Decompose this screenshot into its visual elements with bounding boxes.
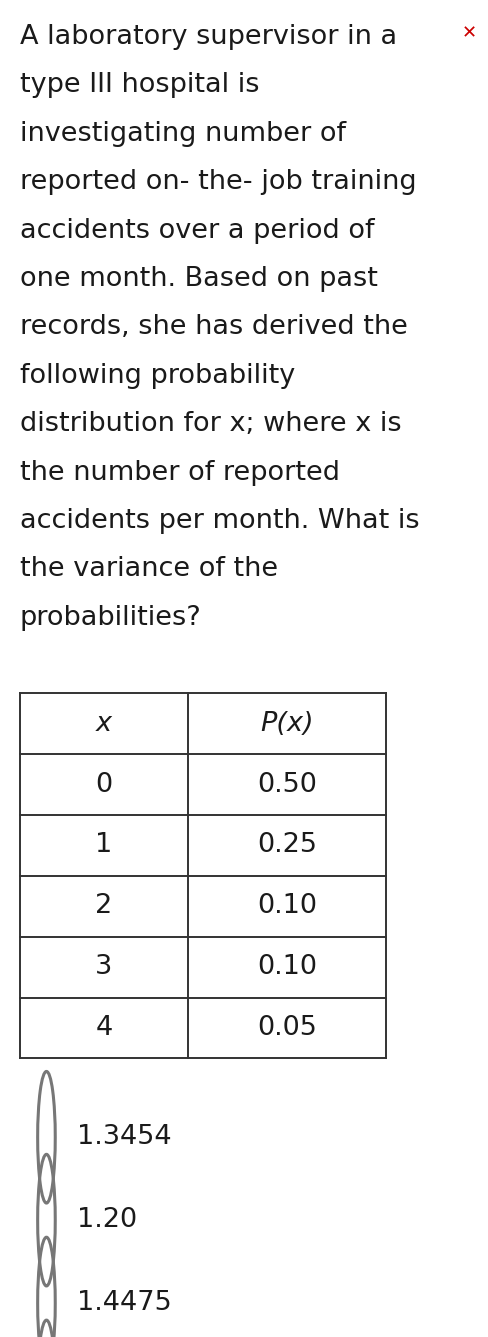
Text: distribution for x; where x is: distribution for x; where x is	[20, 412, 400, 437]
Text: 0.50: 0.50	[257, 771, 317, 798]
Text: one month. Based on past: one month. Based on past	[20, 266, 377, 291]
Text: type III hospital is: type III hospital is	[20, 72, 259, 99]
Text: investigating number of: investigating number of	[20, 120, 345, 147]
Text: 1.20: 1.20	[77, 1207, 137, 1233]
Text: 2: 2	[95, 893, 112, 920]
Text: 1.3454: 1.3454	[77, 1124, 172, 1150]
Text: 1: 1	[95, 833, 112, 858]
Text: 4: 4	[95, 1015, 112, 1042]
Text: 0.25: 0.25	[257, 833, 317, 858]
Text: P(x): P(x)	[260, 711, 313, 737]
Text: ✕: ✕	[461, 24, 476, 41]
Text: accidents per month. What is: accidents per month. What is	[20, 508, 418, 533]
Text: accidents over a period of: accidents over a period of	[20, 218, 373, 243]
Text: following probability: following probability	[20, 362, 294, 389]
Text: A laboratory supervisor in a: A laboratory supervisor in a	[20, 24, 396, 49]
Text: 0.10: 0.10	[257, 893, 317, 920]
Text: the variance of the: the variance of the	[20, 556, 277, 583]
Text: 1.4475: 1.4475	[77, 1290, 172, 1316]
Text: 0: 0	[95, 771, 112, 798]
Text: x: x	[96, 711, 112, 737]
Text: the number of reported: the number of reported	[20, 460, 339, 485]
Text: records, she has derived the: records, she has derived the	[20, 314, 407, 341]
Text: 0.10: 0.10	[257, 955, 317, 980]
Text: 0.05: 0.05	[257, 1015, 317, 1042]
Text: reported on- the- job training: reported on- the- job training	[20, 170, 415, 195]
Text: 3: 3	[95, 955, 112, 980]
Text: probabilities?: probabilities?	[20, 604, 201, 631]
